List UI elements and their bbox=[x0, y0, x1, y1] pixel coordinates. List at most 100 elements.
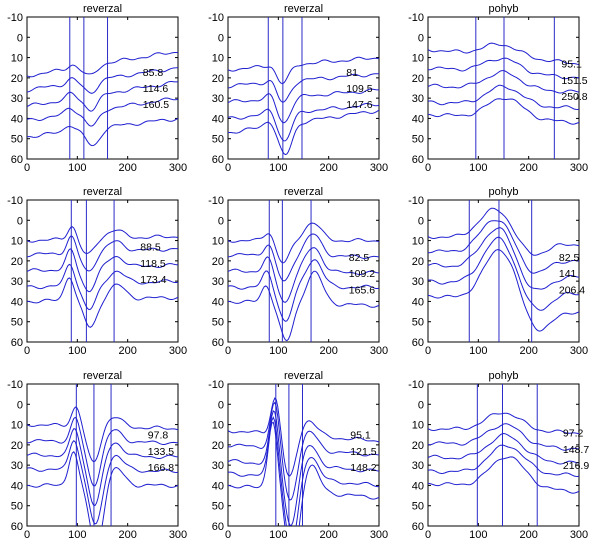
panel-title: pohyb bbox=[489, 3, 519, 15]
x-tick-label: 200 bbox=[118, 345, 136, 357]
y-tick-label: 30 bbox=[11, 460, 23, 472]
y-tick-label: 40 bbox=[212, 296, 224, 308]
panel-1: reverzal 0 100 200 300 -10 0 10 20 30 40 50 60 85.8 11… bbox=[7, 3, 187, 174]
latency-label: 88.5 bbox=[140, 242, 161, 254]
traces bbox=[228, 56, 379, 156]
y-tick-label: 0 bbox=[418, 32, 424, 44]
latency-label: 95.1 bbox=[350, 430, 371, 442]
x-tick-label: 200 bbox=[319, 345, 337, 357]
series-line-3 bbox=[27, 81, 178, 112]
axes-frame bbox=[227, 16, 380, 160]
series-line-3 bbox=[228, 410, 379, 526]
panel-title: pohyb bbox=[489, 370, 519, 382]
y-tick-label: 30 bbox=[11, 93, 23, 105]
x-tick-label: 100 bbox=[68, 345, 86, 357]
y-tick-label: 60 bbox=[212, 154, 224, 166]
y-tick-label: 0 bbox=[17, 215, 23, 227]
series-line-2 bbox=[27, 416, 178, 487]
series-line-2 bbox=[228, 233, 379, 282]
y-tick-label: 10 bbox=[11, 236, 23, 248]
latency-label: 141 bbox=[559, 268, 577, 280]
x-tick-label: 200 bbox=[519, 529, 537, 541]
x-tick-label: 100 bbox=[269, 162, 287, 174]
y-tick-label: 0 bbox=[17, 32, 23, 44]
y-tick-label: 60 bbox=[11, 521, 23, 533]
series-line-3 bbox=[428, 70, 579, 94]
latency-label: 81 bbox=[346, 67, 358, 79]
y-tick-label: -10 bbox=[7, 195, 23, 207]
y-tick-label: 60 bbox=[11, 154, 23, 166]
latency-label: 250.8 bbox=[561, 91, 587, 103]
y-tick-label: 20 bbox=[412, 256, 424, 268]
y-tick-label: 20 bbox=[412, 440, 424, 452]
series-line-2 bbox=[228, 73, 379, 103]
series-line-5 bbox=[228, 109, 379, 156]
x-tick-label: 200 bbox=[319, 529, 337, 541]
y-tick-label: 30 bbox=[212, 93, 224, 105]
latency-label: 148.7 bbox=[563, 444, 589, 456]
axes-frame bbox=[26, 199, 179, 343]
panel-title: reverzal bbox=[83, 3, 122, 15]
y-tick-label: 30 bbox=[212, 460, 224, 472]
y-tick-label: 60 bbox=[212, 521, 224, 533]
y-tick-label: -10 bbox=[208, 195, 224, 207]
latency-label: 165.6 bbox=[349, 284, 375, 296]
y-tick-label: 20 bbox=[212, 256, 224, 268]
traces bbox=[428, 412, 579, 494]
x-tick-label: 200 bbox=[118, 162, 136, 174]
y-tick-label: -10 bbox=[208, 12, 224, 24]
axes-frame bbox=[26, 16, 179, 160]
traces bbox=[228, 222, 379, 342]
x-tick-label: 100 bbox=[68, 529, 86, 541]
series-line-3 bbox=[428, 432, 579, 465]
series-line-1 bbox=[428, 412, 579, 435]
y-tick-label: 40 bbox=[11, 296, 23, 308]
latency-label: 82.5 bbox=[349, 252, 370, 264]
x-tick-label: 300 bbox=[370, 345, 388, 357]
y-tick-label: 10 bbox=[412, 420, 424, 432]
series-line-4 bbox=[228, 416, 379, 526]
panel-6: pohyb 0 100 200 300 -10 0 10 20 30 40 50 60 82.5 141 20… bbox=[408, 186, 588, 357]
panel-4: reverzal 0 100 200 300 -10 0 10 20 30 40 50 60 88.5 11… bbox=[7, 186, 187, 357]
x-tick-label: 100 bbox=[469, 162, 487, 174]
y-tick-label: 50 bbox=[11, 501, 23, 513]
y-tick-label: -10 bbox=[408, 12, 424, 24]
y-tick-label: -10 bbox=[7, 12, 23, 24]
series-line-3 bbox=[228, 247, 379, 303]
series-line-5 bbox=[228, 421, 379, 526]
x-tick-label: 300 bbox=[169, 345, 187, 357]
y-tick-label: 50 bbox=[412, 134, 424, 146]
y-tick-label: 60 bbox=[11, 337, 23, 349]
traces bbox=[428, 207, 579, 332]
panel-title: reverzal bbox=[83, 370, 122, 382]
axes-frame bbox=[227, 383, 380, 527]
axes-frame bbox=[427, 383, 580, 527]
latency-label: 173.4 bbox=[140, 274, 166, 286]
y-tick-label: 10 bbox=[11, 420, 23, 432]
axes-frame bbox=[427, 199, 580, 343]
series-line-5 bbox=[27, 277, 178, 328]
series-line-4 bbox=[428, 236, 579, 311]
panel-7: reverzal 0 100 200 300 -10 0 10 20 30 40 50 60 97.8 13… bbox=[7, 370, 187, 541]
series-line-1 bbox=[27, 406, 178, 463]
y-tick-label: 50 bbox=[212, 317, 224, 329]
x-tick-label: 200 bbox=[519, 162, 537, 174]
y-tick-label: 40 bbox=[212, 480, 224, 492]
x-tick-label: 0 bbox=[225, 162, 231, 174]
x-tick-label: 300 bbox=[370, 529, 388, 541]
latency-label: 109.5 bbox=[346, 83, 372, 95]
x-tick-label: 0 bbox=[24, 162, 30, 174]
y-tick-label: 0 bbox=[418, 399, 424, 411]
series-line-1 bbox=[27, 226, 178, 254]
x-tick-label: 100 bbox=[68, 162, 86, 174]
x-tick-label: 300 bbox=[570, 529, 588, 541]
latency-label: 121.5 bbox=[350, 446, 376, 458]
y-tick-label: 0 bbox=[218, 32, 224, 44]
traces bbox=[428, 42, 579, 125]
x-tick-label: 0 bbox=[425, 345, 431, 357]
latency-label: 216.9 bbox=[563, 460, 589, 472]
latency-label: 109.2 bbox=[349, 268, 375, 280]
traces bbox=[27, 52, 178, 147]
x-tick-label: 300 bbox=[169, 529, 187, 541]
latency-label: 133.5 bbox=[148, 446, 174, 458]
